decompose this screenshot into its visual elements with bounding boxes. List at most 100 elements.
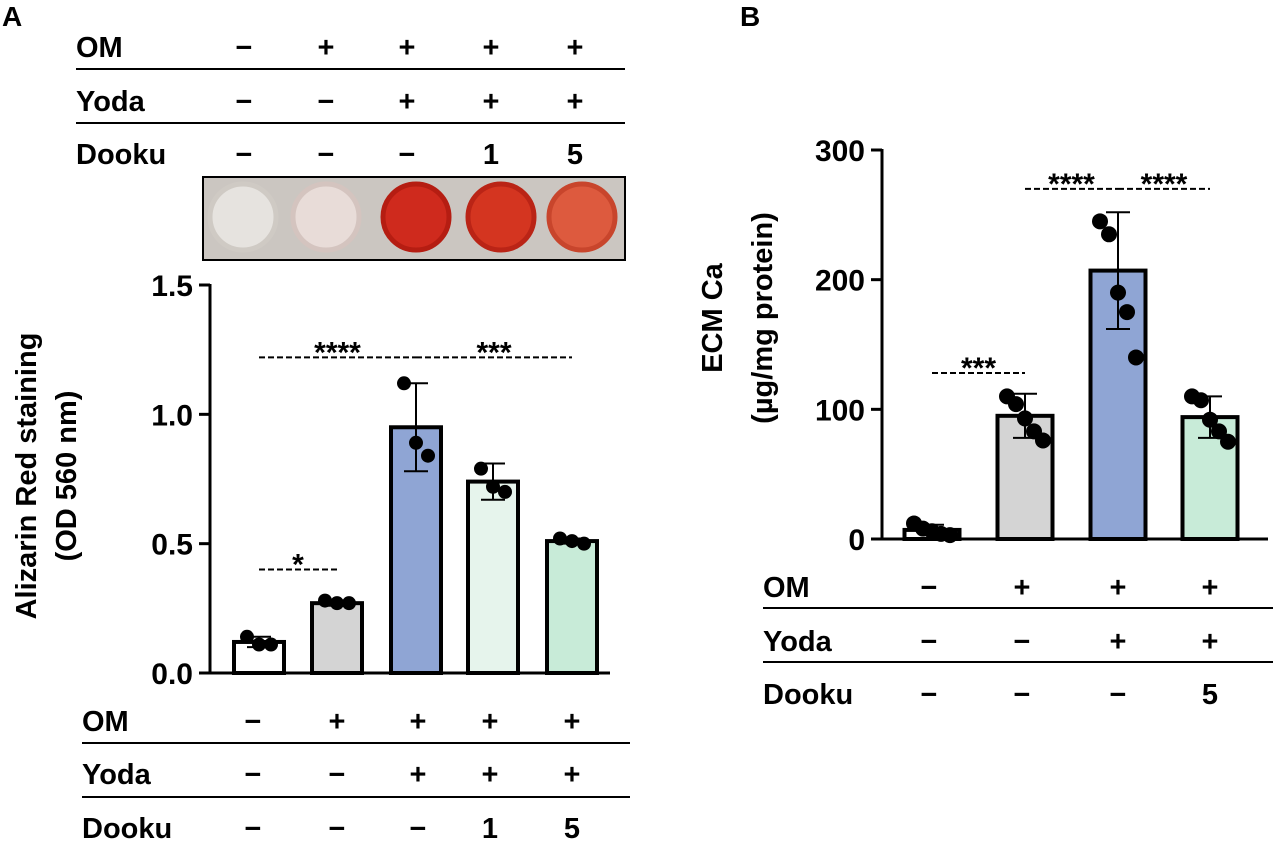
data-point: [1008, 396, 1024, 413]
plate-well: [290, 181, 362, 253]
condition-symbol: −: [1014, 679, 1031, 711]
condition-symbol: 5: [564, 813, 580, 845]
y-axis-label-line-2: (OD 560 nm): [51, 391, 83, 562]
condition-symbol: −: [921, 572, 938, 604]
condition-symbol: −: [245, 813, 262, 845]
row-label-om: OM: [76, 32, 123, 64]
y-tick-label: 1.5: [151, 270, 193, 303]
significance-label: ***: [961, 352, 996, 385]
y-tick-label: 0: [848, 524, 865, 557]
condition-symbol: +: [482, 706, 499, 738]
row-label-yoda: Yoda: [763, 626, 833, 658]
condition-symbol: 5: [567, 139, 583, 171]
significance-label: *: [292, 549, 304, 582]
data-point: [1220, 433, 1236, 450]
data-point: [1128, 349, 1144, 366]
data-point: [318, 593, 332, 608]
alizarin-plate-image: [202, 176, 626, 261]
condition-symbol: −: [236, 86, 253, 118]
condition-symbol: +: [1110, 572, 1127, 604]
condition-symbol: −: [921, 626, 938, 658]
condition-symbol: −: [236, 139, 253, 171]
condition-symbol: +: [410, 706, 427, 738]
y-tick-label: 0.5: [151, 529, 193, 562]
condition-symbol: +: [564, 706, 581, 738]
data-point: [486, 479, 500, 494]
data-point: [421, 448, 435, 463]
y-axis-label-line-2: (µg/mg protein): [747, 212, 779, 424]
panel-a-letter: A: [2, 1, 22, 32]
y-axis-label-line-1: Alizarin Red staining: [11, 333, 43, 620]
condition-symbol: −: [329, 759, 346, 791]
data-point: [1110, 284, 1126, 301]
condition-symbol: +: [1110, 626, 1127, 658]
data-point: [1035, 432, 1051, 449]
condition-symbol: +: [567, 32, 584, 64]
bar: [1088, 268, 1148, 541]
row-label-yoda: Yoda: [82, 759, 152, 791]
condition-symbol: −: [245, 706, 262, 738]
bar: [466, 479, 520, 675]
y-tick-label: 1.0: [151, 399, 193, 432]
significance-label: ****: [314, 336, 361, 369]
condition-symbol: +: [399, 32, 416, 64]
plate-well: [380, 181, 452, 253]
data-point: [942, 527, 958, 544]
condition-symbol: −: [399, 139, 416, 171]
y-tick-label: 200: [815, 265, 865, 298]
data-point: [565, 534, 579, 549]
panel-b-chart: ECM Ca (µg/mg protein) 0100200300*******…: [697, 135, 1268, 557]
plate-well: [207, 181, 279, 253]
significance-label: ****: [1048, 168, 1095, 201]
row-label-dooku: Dooku: [763, 679, 853, 711]
row-label-om: OM: [763, 572, 810, 604]
significance-label: ***: [476, 336, 511, 369]
data-point: [553, 531, 567, 546]
condition-symbol: 1: [483, 139, 499, 171]
condition-symbol: +: [1202, 626, 1219, 658]
panel-a-top-condition-table: OM Yoda Dooku − + + + + − − + + + − − − 1 5: [76, 32, 625, 171]
data-point: [1101, 226, 1117, 243]
y-tick-label: 0.0: [151, 658, 193, 691]
condition-symbol: −: [410, 813, 427, 845]
bar: [310, 601, 364, 675]
y-tick-label: 300: [815, 135, 865, 168]
plate-well: [546, 181, 618, 253]
condition-symbol: −: [318, 139, 335, 171]
panel-b-letter: B: [740, 1, 760, 32]
data-point: [1211, 423, 1227, 440]
data-point: [264, 637, 278, 652]
data-point: [397, 376, 411, 391]
condition-symbol: +: [1014, 572, 1031, 604]
y-axis-label-line-1: ECM Ca: [697, 262, 729, 372]
row-label-yoda: Yoda: [76, 86, 146, 118]
data-point: [342, 596, 356, 611]
condition-symbol: +: [410, 759, 427, 791]
y-tick-label: 100: [815, 394, 865, 427]
bar: [545, 539, 599, 676]
condition-symbol: −: [1110, 679, 1127, 711]
data-point: [330, 596, 344, 611]
data-point: [1017, 410, 1033, 427]
condition-symbol: 5: [1202, 679, 1218, 711]
data-point: [1119, 304, 1135, 321]
condition-symbol: +: [483, 32, 500, 64]
data-point: [1092, 213, 1108, 230]
data-point: [498, 484, 512, 499]
condition-symbol: +: [483, 86, 500, 118]
condition-symbol: −: [245, 759, 262, 791]
condition-symbol: +: [482, 759, 499, 791]
row-label-om: OM: [82, 706, 129, 738]
significance-label: ****: [1141, 168, 1188, 201]
condition-symbol: +: [318, 32, 335, 64]
panel-a-chart: Alizarin Red staining (OD 560 nm) 0.0 0.5…: [11, 270, 610, 691]
condition-symbol: −: [1014, 626, 1031, 658]
data-point: [1202, 411, 1218, 428]
data-point: [474, 461, 488, 476]
panel-a-bottom-condition-table: OM Yoda Dooku − + + + + − − + + + − − − 1 5: [82, 706, 630, 845]
data-point: [240, 629, 254, 644]
condition-symbol: −: [921, 679, 938, 711]
condition-symbol: 1: [482, 813, 498, 845]
data-point: [252, 637, 266, 652]
